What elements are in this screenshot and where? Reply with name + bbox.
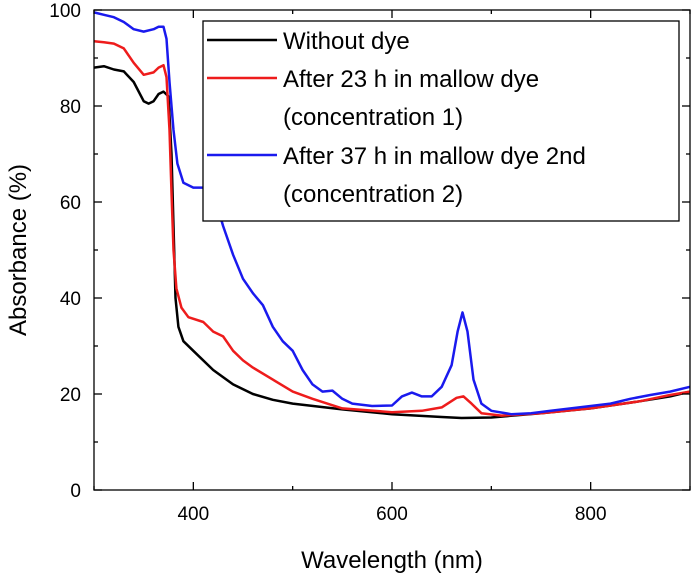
tick-labels: 400 600 800 0 20 40 60 80 100: [49, 1, 606, 525]
legend-label-3: After 37 h in mallow dye 2nd: [283, 143, 586, 170]
x-tick-label: 600: [376, 504, 408, 525]
legend-label-1: Without dye: [283, 28, 410, 55]
x-tick-label: 800: [575, 504, 607, 525]
y-tick-label: 0: [70, 481, 81, 502]
series-line-1: [93, 64, 691, 420]
y-axis-title: Absorbance (%): [5, 164, 32, 336]
x-tick-label: 400: [177, 504, 209, 525]
legend-box: [202, 20, 680, 222]
series-line-2: [93, 39, 691, 417]
x-axis-title: Wavelength (nm): [301, 547, 483, 574]
y-tick-label: 100: [49, 1, 81, 22]
y-tick-label: 20: [60, 385, 81, 406]
axis-ticks: [93, 9, 691, 491]
y-tick-label: 60: [60, 193, 81, 214]
legend: Without dye After 23 h in mallow dye (conc…: [202, 20, 680, 222]
y-tick-label: 80: [60, 97, 81, 118]
series-line-3: [93, 11, 691, 416]
y-tick-label: 40: [60, 289, 81, 310]
legend-label-2: (concentration 1): [283, 104, 463, 131]
legend-label-3: (concentration 2): [283, 181, 463, 208]
legend-label-2: After 23 h in mallow dye: [283, 66, 539, 93]
plot-lines: [93, 11, 691, 420]
